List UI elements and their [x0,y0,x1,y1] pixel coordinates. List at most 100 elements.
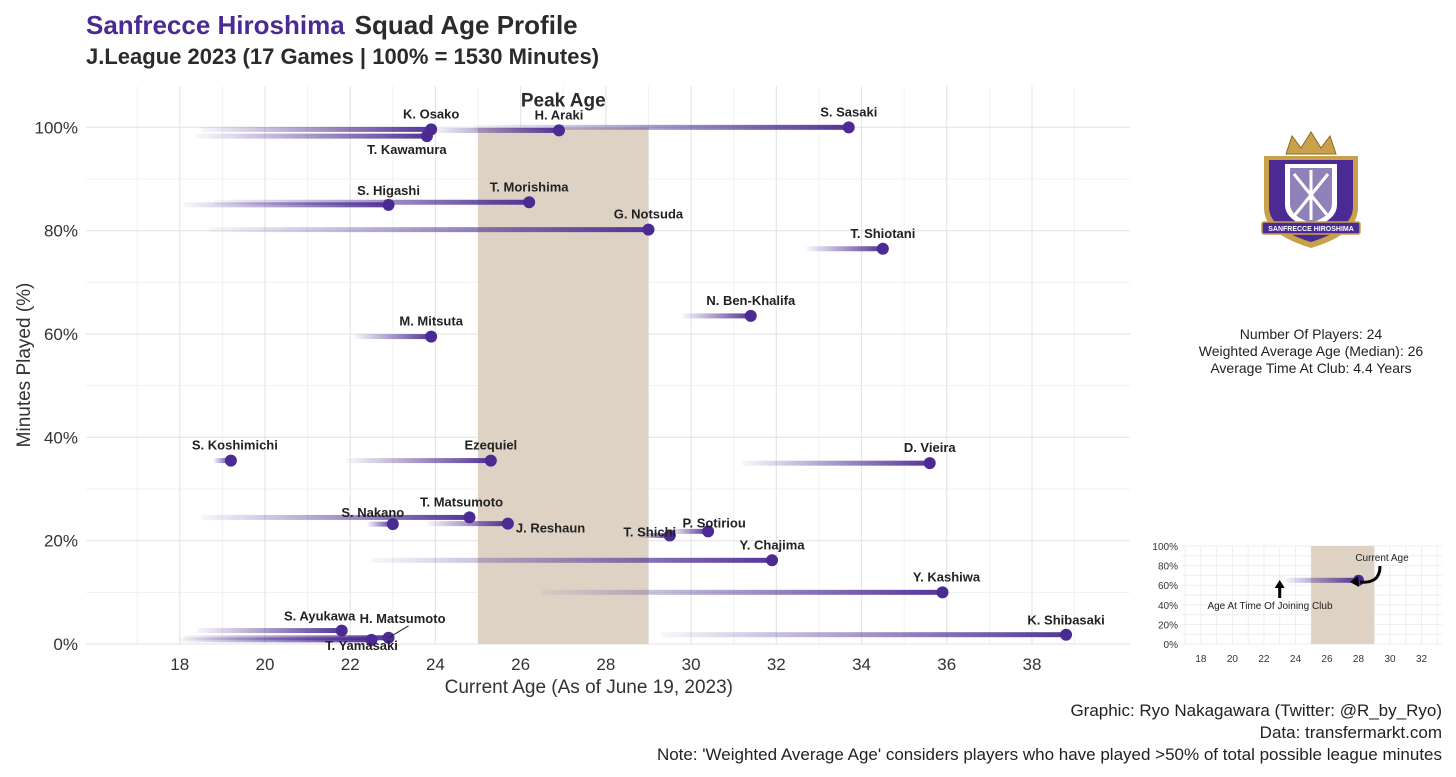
x-tick-label: 22 [341,655,360,674]
player-point [335,624,348,637]
player-label: T. Yamasaki [325,638,398,653]
inset-x-tick-label: 28 [1353,654,1365,665]
y-tick-label: 0% [53,635,78,654]
tenure-segment [345,458,491,464]
player-label: T. Shichi [623,525,676,540]
player-point [420,130,433,143]
player-label: Y. Chajima [740,537,806,552]
player-point [744,309,757,322]
inset-joined-label: Age At Time Of Joining Club [1207,601,1333,612]
x-tick-label: 30 [682,655,701,674]
stat-time-at-club: Average Time At Club: 4.4 Years [1210,360,1412,376]
x-tick-label: 32 [767,655,786,674]
y-tick-label: 80% [44,222,78,241]
player-label: S. Sasaki [820,104,877,119]
title-rest: Squad Age Profile [354,10,578,40]
player-point [382,198,395,211]
player-point [936,586,949,599]
inset-x-tick-label: 30 [1384,654,1396,665]
caption-source: Data: transfermarkt.com [1259,723,1442,742]
x-axis-title: Current Age (As of June 19, 2023) [445,677,733,698]
y-tick-label: 40% [44,428,78,447]
inset-x-tick-label: 26 [1321,654,1333,665]
title-block: Sanfrecce Hiroshima Squad Age Profile J.L… [86,8,599,72]
tenure-segment [213,199,530,205]
club-logo: SANFRECCE HIROSHIMA [1252,130,1370,257]
tenure-segment [639,533,670,538]
stat-weighted-age: Weighted Average Age (Median): 26 [1198,343,1424,359]
player-point [425,330,438,343]
player-point [484,454,497,467]
inset-current-age-label: Current Age [1355,553,1409,564]
caption-note: Note: 'Weighted Average Age' considers p… [656,745,1442,764]
tenure-segment [209,227,649,233]
x-tick-label: 24 [426,655,445,674]
player-label: M. Mitsuta [399,314,463,329]
player-label: T. Morishima [490,179,570,194]
tenure-segment [682,313,751,319]
inset-current-age-arrow [1359,565,1382,584]
page-subtitle: J.League 2023 (17 Games | 100% = 1530 Mi… [86,44,600,69]
caption: Graphic: Ryo Nakagawara (Twitter: @R_by_… [657,700,1442,766]
player-point [923,457,936,470]
x-tick-label: 36 [937,655,956,674]
inset-x-tick-label: 18 [1195,654,1207,665]
inset-y-tick-label: 40% [1158,601,1178,612]
player-point [1060,628,1073,641]
player-point [386,518,399,531]
inset-current-age-arrowhead [1350,576,1359,587]
tenure-segment [806,246,883,252]
player-label: T. Kawamura [367,142,447,157]
inset-y-tick-label: 0% [1164,640,1179,651]
peak-age-label: Peak Age [521,90,606,111]
tenure-segment [196,133,427,139]
inset-y-tick-label: 100% [1152,542,1178,553]
tenure-segment [431,127,559,133]
caption-credit: Graphic: Ryo Nakagawara (Twitter: @R_by_… [1070,701,1442,720]
player-label: S. Nakano [341,505,404,520]
stat-players: Number Of Players: 24 [1239,326,1383,342]
player-point [365,633,378,646]
y-axis-title: Minutes Played (%) [14,283,35,448]
inset-peak-band [1311,546,1375,644]
x-tick-label: 20 [256,655,275,674]
label-leader-line [388,625,409,639]
player-label: D. Vieira [904,440,957,455]
x-tick-label: 26 [511,655,530,674]
inset-y-tick-label: 60% [1158,581,1178,592]
player-label: N. Ben-Khalifa [706,293,796,308]
player-label: K. Shibasaki [1027,613,1104,628]
tenure-segment [742,460,930,466]
x-tick-label: 38 [1023,655,1042,674]
player-label: T. Matsumoto [420,494,503,509]
squad-stats: Number Of Players: 24 Weighted Average A… [1180,326,1442,377]
player-label: S. Ayukawa [284,609,356,624]
tenure-segment [179,637,372,643]
tenure-segment [669,528,709,534]
y-tick-label: 100% [35,118,78,137]
player-point [463,511,476,524]
player-label: P. Sotiriou [682,515,745,530]
x-tick-label: 28 [596,655,615,674]
inset-y-tick-label: 20% [1158,620,1178,631]
page-title: Sanfrecce Hiroshima Squad Age Profile [86,8,599,42]
player-label: S. Koshimichi [192,438,278,453]
player-point [523,196,536,209]
player-point [663,529,676,542]
inset-joined-arrowhead [1274,580,1285,588]
inset-x-tick-label: 20 [1227,654,1239,665]
player-label: H. Matsumoto [360,611,446,626]
player-point [766,554,779,567]
player-label: J. Reshaun [516,521,585,536]
main-chart: Peak Age K. Osako T. Kawamura H. Araki S. Sa… [14,86,1130,698]
peak-age-band [478,127,649,645]
player-point [501,517,514,530]
inset-tenure-segment [1284,577,1359,583]
inset-x-tick-label: 24 [1290,654,1302,665]
tenure-segment [541,589,943,595]
x-tick-label: 34 [852,655,871,674]
player-point [642,223,655,236]
player-point [552,124,565,137]
club-name: Sanfrecce Hiroshima [86,10,345,40]
tenure-segment [201,514,470,520]
